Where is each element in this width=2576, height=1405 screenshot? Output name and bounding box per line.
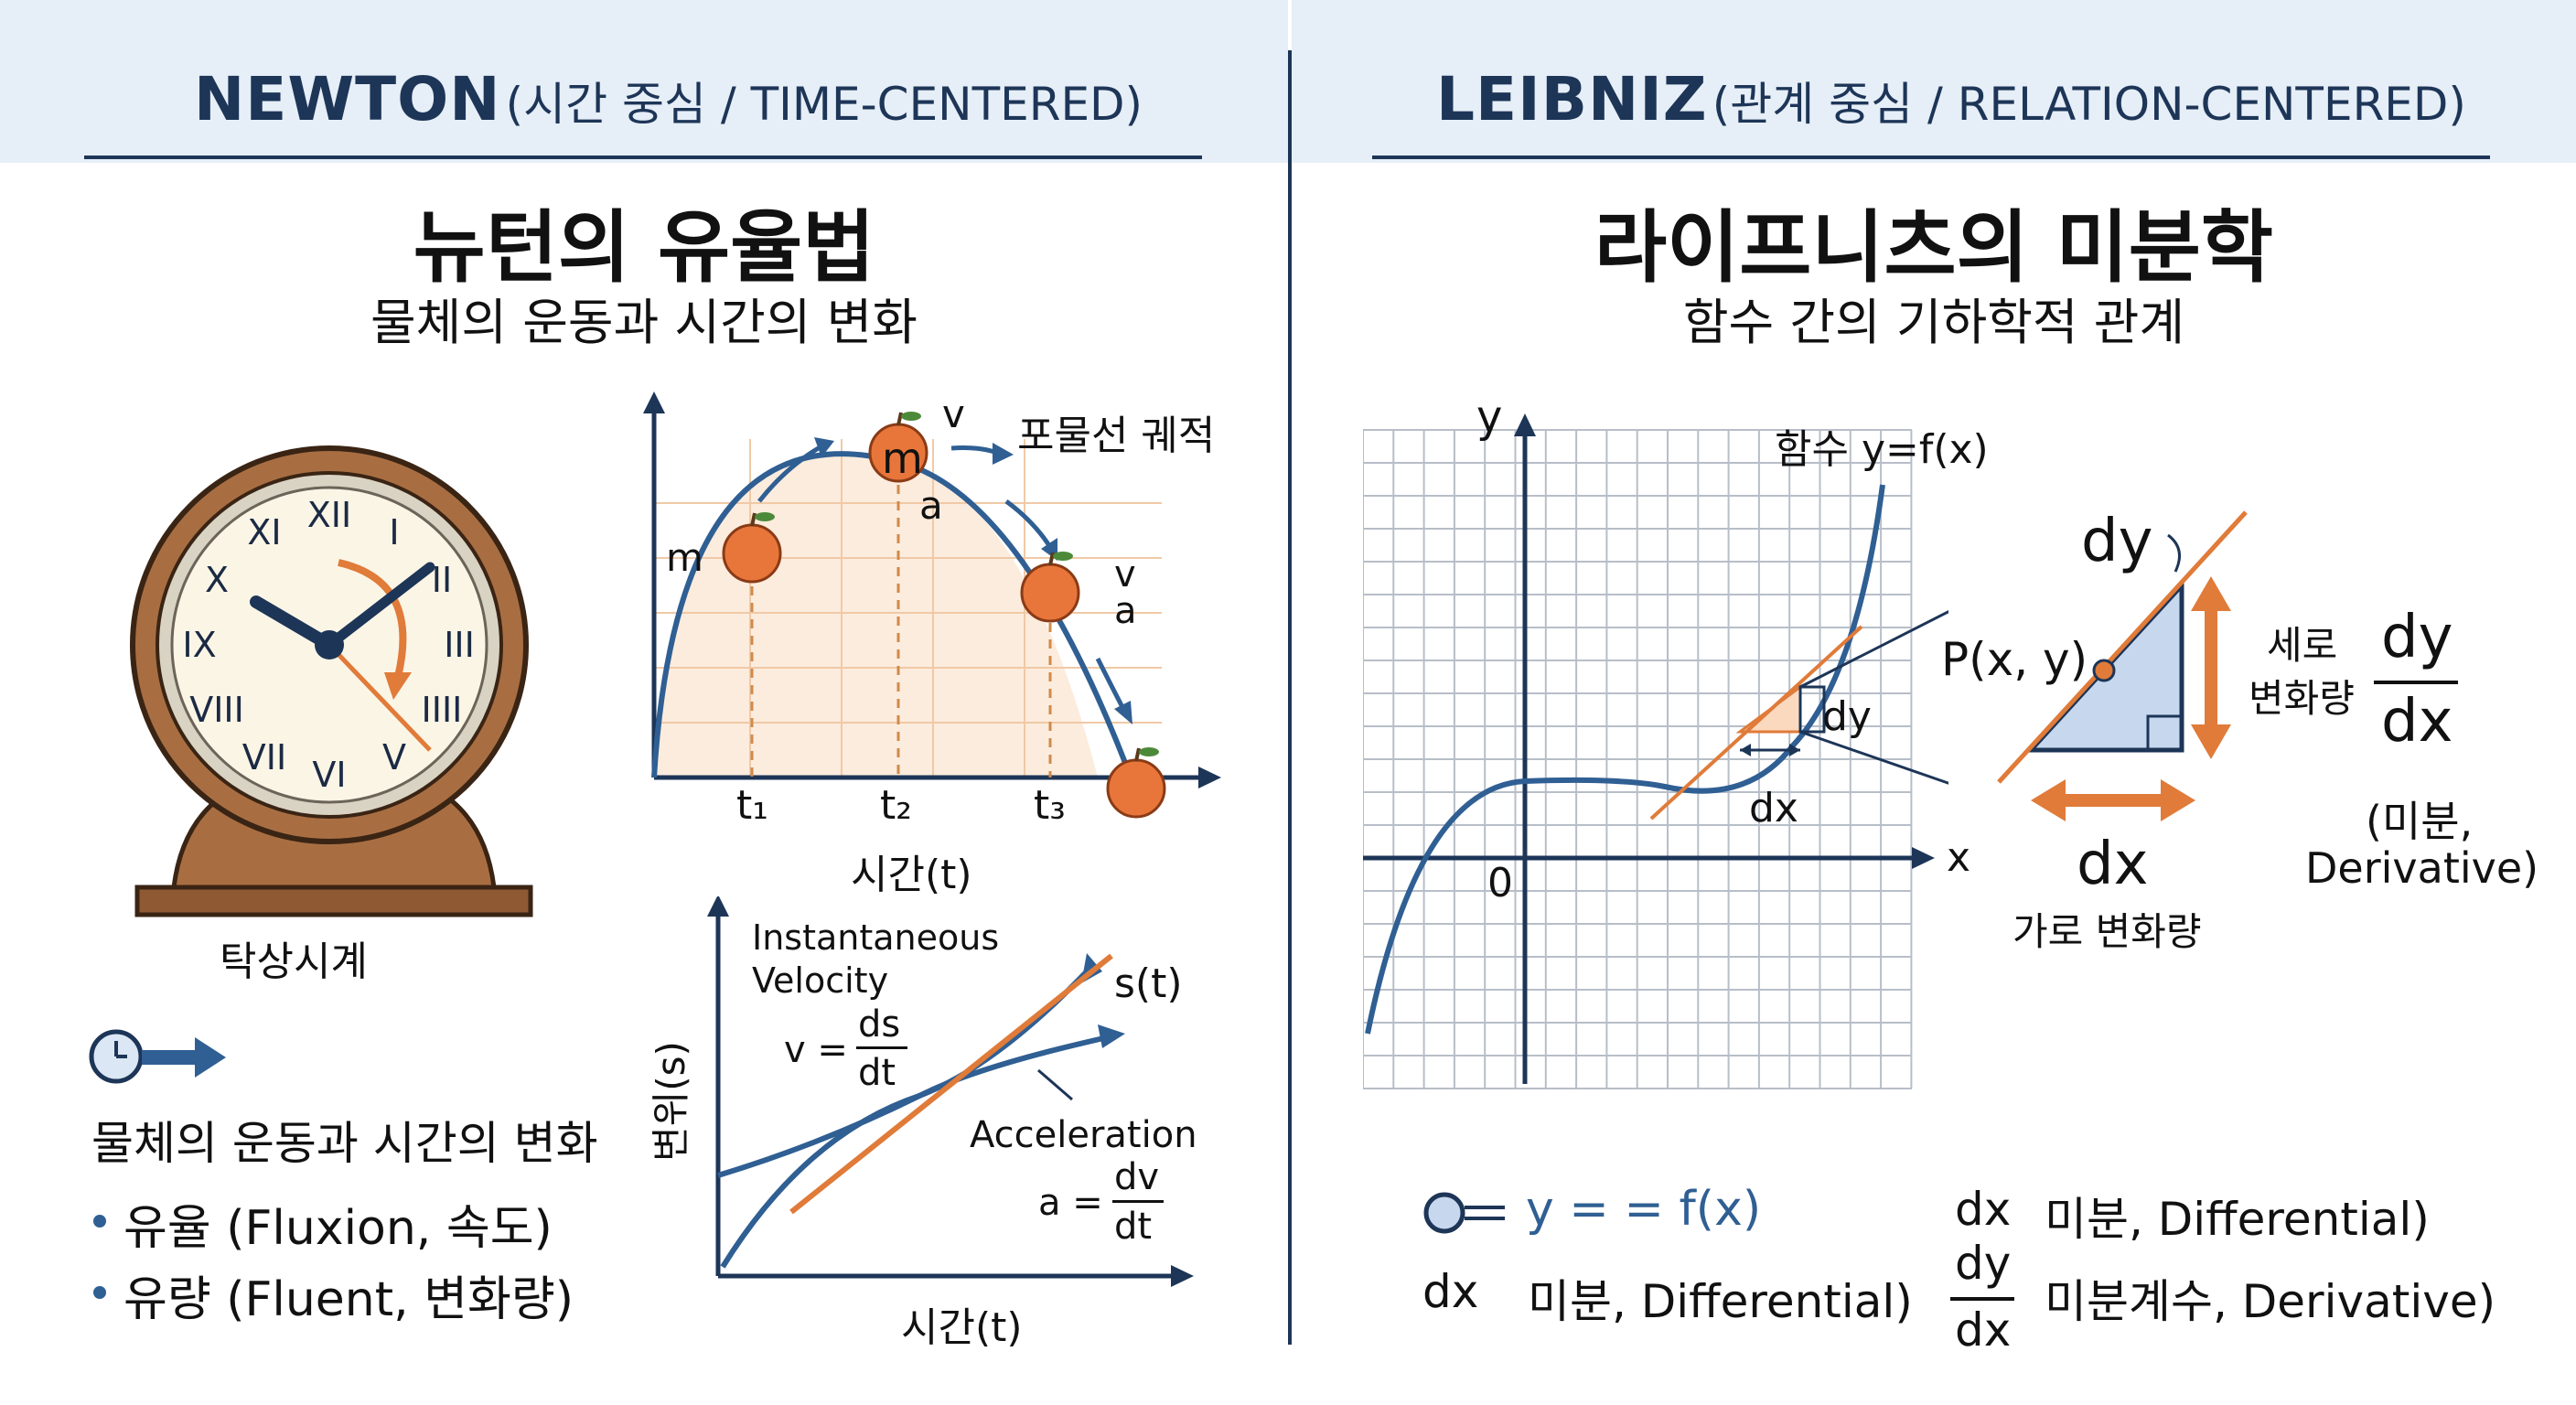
clock-numeral: V: [382, 737, 406, 778]
zoom-dx: dx: [2077, 831, 2149, 898]
graph-origin: 0: [1487, 860, 1513, 906]
acceleration-label-top: a: [919, 483, 943, 528]
leibniz-subtitle: 함수 간의 기하학적 관계: [1682, 294, 2185, 351]
mass-label-top: m: [882, 434, 923, 483]
trajectory-tick-label: t₂: [880, 782, 912, 829]
newton-header: NEWTON (시간 중심 / TIME-CENTERED): [194, 64, 1143, 134]
graph-ylabel: y: [1476, 391, 1503, 443]
leibniz-title: 라이프니츠의 미분학: [1594, 202, 2274, 294]
apple-icons: [722, 412, 1166, 819]
small-dx-label: dx: [1749, 785, 1798, 831]
acceleration-label: Acceleration: [970, 1114, 1197, 1156]
time-arrow-icon: [89, 1029, 226, 1084]
derivative-fraction-bar: [2374, 681, 2458, 684]
clock-numeral: XII: [307, 495, 351, 535]
trajectory-xlabel: 시간(t): [851, 852, 972, 898]
bullet-dot: [93, 1215, 106, 1228]
clock-numeral: III: [444, 625, 475, 665]
notation-frac-den: dx: [1955, 1303, 2012, 1357]
leibniz-header-rule: [1372, 156, 2490, 159]
column-divider: [1288, 50, 1292, 1345]
apple-icon: [868, 412, 928, 483]
a-formula-den: dt: [1114, 1206, 1153, 1248]
apple-icon: [1020, 552, 1080, 623]
v-fraction-bar: [856, 1046, 907, 1049]
clock-numeral: IIII: [422, 690, 463, 730]
velocity-graph-xlabel: 시간(t): [901, 1304, 1023, 1351]
point-label: P(x, y): [1941, 633, 2088, 686]
clock-numeral: X: [205, 560, 229, 600]
v-formula-den: dt: [858, 1052, 896, 1094]
clock-numeral: IX: [182, 625, 216, 665]
derivative-fraction-num: dy: [2381, 604, 2453, 671]
notation-dx-left-desc: 미분, Differential): [1528, 1275, 1913, 1328]
notation-frac-num: dy: [1955, 1237, 2012, 1290]
a-fraction-bar: [1112, 1200, 1164, 1203]
s-of-t-label: s(t): [1114, 960, 1183, 1007]
v-formula-num: ds: [858, 1003, 901, 1046]
apple-icon: [1106, 747, 1166, 819]
notation-dx-right-desc: 미분, Differential): [2045, 1193, 2430, 1246]
v-formula-lhs: v =: [784, 1029, 848, 1071]
velocity-graph-ylabel: 변위(s): [649, 1041, 693, 1162]
instantaneous-label: Instantaneous: [752, 917, 1000, 958]
clock-numeral: VI: [312, 755, 346, 795]
bullet-text: 유율 (Fluxion, 속도): [123, 1201, 553, 1256]
bullet-dot: [93, 1286, 106, 1299]
clock-numeral: II: [432, 560, 452, 600]
velocity-label-right: v: [1114, 553, 1136, 595]
mass-label-left: m: [666, 535, 703, 580]
notation-derivative-desc: 미분계수, Derivative): [2045, 1275, 2496, 1328]
newton-subtitle: 물체의 운동과 시간의 변화: [370, 294, 918, 351]
clock-numeral: XI: [247, 512, 281, 552]
small-dy-label: dy: [1822, 693, 1872, 740]
clock-numeral: VIII: [189, 690, 244, 730]
horizontal-change-label: 가로 변화량: [2012, 909, 2202, 954]
clock-numeral: VII: [242, 737, 286, 778]
apple-icon: [722, 512, 782, 584]
trajectory-tick-label: t₁: [736, 782, 768, 829]
clock-numeral: I: [389, 512, 399, 552]
newton-caption: 물체의 운동과 시간의 변화: [91, 1117, 598, 1170]
newton-title: 뉴턴의 유율법: [413, 202, 875, 294]
a-formula-lhs: a =: [1038, 1182, 1103, 1224]
function-node-icon: [1423, 1192, 1505, 1234]
vertical-change-label-1: 세로: [2267, 623, 2338, 668]
derivative-label-2: Derivative): [2305, 843, 2539, 893]
notation-dx-left: dx: [1422, 1265, 1479, 1318]
trajectory-label: 포물선 궤적: [1017, 413, 1216, 459]
graph-xlabel: x: [1947, 834, 1971, 881]
leibniz-header-band: [1292, 0, 2576, 163]
function-equation: y = = f(x): [1526, 1182, 1762, 1237]
newton-header-band: [0, 0, 1288, 163]
trajectory-tick-label: t₃: [1034, 782, 1066, 829]
leibniz-header: LEIBNIZ (관계 중심 / RELATION-CENTERED): [1436, 64, 2466, 134]
velocity-label-top: v: [942, 391, 965, 436]
trajectory-graph: [643, 391, 1221, 819]
vertical-change-label-2: 변화량: [2249, 676, 2355, 721]
acceleration-label-right: a: [1114, 590, 1137, 632]
function-graph: [1363, 413, 1948, 1089]
function-label: 함수 y=f(x): [1775, 426, 1989, 473]
zoom-dy: dy: [2081, 508, 2153, 575]
horizontal-change-arrow: [2031, 779, 2195, 821]
clock-label: 탁상시계: [220, 938, 368, 985]
velocity-word-label: Velocity: [752, 960, 889, 1001]
notation-dx-right: dx: [1955, 1183, 2012, 1236]
zoomed-triangle: [1997, 510, 2248, 784]
newton-header-rule: [84, 156, 1202, 159]
derivative-fraction-den: dx: [2381, 688, 2453, 756]
derivative-label-1: (미분,: [2366, 797, 2474, 846]
velocity-graph: [707, 896, 1194, 1287]
bullet-text: 유량 (Fluent, 변화량): [123, 1272, 574, 1327]
vertical-change-arrow: [2191, 576, 2231, 759]
a-formula-num: dv: [1114, 1156, 1160, 1198]
notation-fraction-bar: [1950, 1297, 2014, 1301]
